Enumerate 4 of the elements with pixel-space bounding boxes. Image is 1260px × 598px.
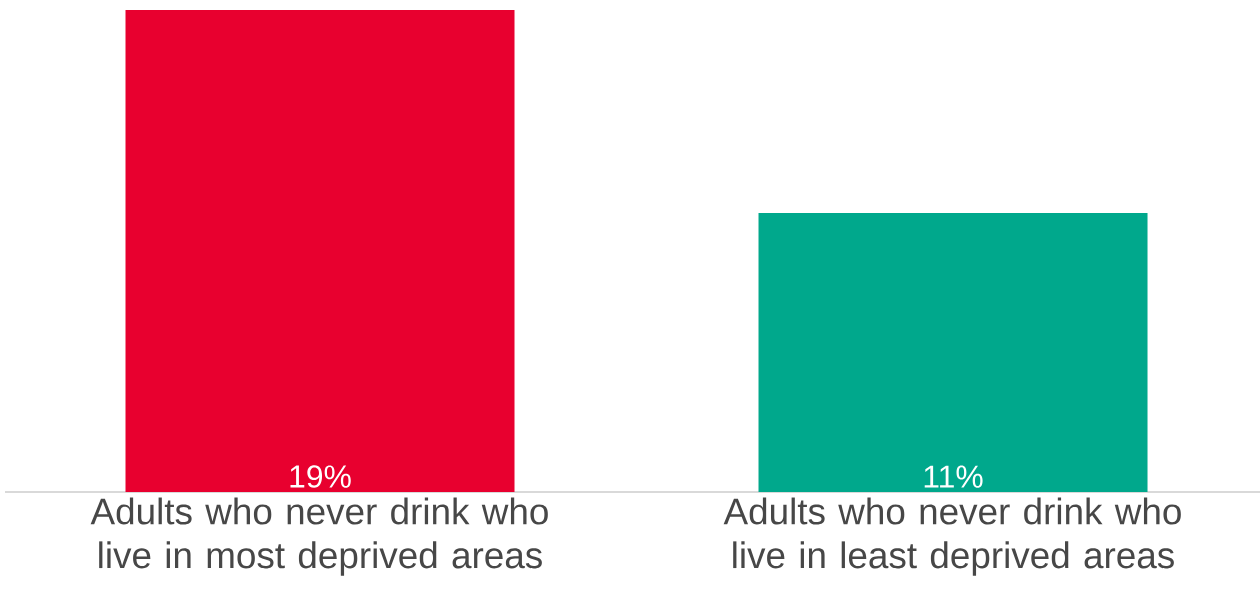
- x-tick-label: Adults who never drink who live in most deprived areas: [90, 497, 548, 576]
- x-tick-label: Adults who never drink who live in least deprived areas: [723, 497, 1181, 576]
- data-label: 11%: [924, 465, 983, 488]
- data-label: 19%: [290, 465, 351, 488]
